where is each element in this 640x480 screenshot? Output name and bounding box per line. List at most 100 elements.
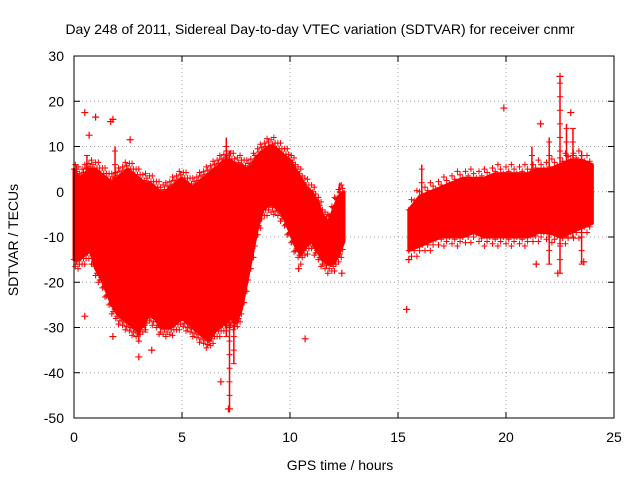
data-point [500,104,508,112]
data-point [81,312,89,320]
data-point [408,196,415,203]
data-point [189,333,196,340]
data-point [486,172,493,179]
data-point [216,333,223,340]
data-point [257,141,264,148]
data-point [187,329,194,336]
data-point [297,261,304,268]
data-point [195,331,202,338]
data-point [413,187,420,194]
data-point [473,230,480,237]
data-point [179,315,185,322]
data-point [288,239,295,246]
data-point [551,159,558,166]
data-point [312,191,319,198]
data-point [339,185,346,192]
data-point [430,241,437,248]
data-point [419,241,426,248]
data-point [281,222,288,229]
data-point [77,174,84,181]
data-point [85,255,92,262]
data-point [422,184,428,191]
data-point [208,166,215,173]
plot-frame [73,55,615,419]
data-point [258,215,265,222]
data-point [521,161,528,168]
data-point [254,231,261,238]
data-point [586,223,593,230]
x-tick-label: 20 [498,429,514,445]
data-point [185,321,192,328]
data-point [216,152,223,159]
data-point [109,115,117,123]
data-point [297,166,304,173]
data-point [95,159,102,166]
data-point [106,301,113,308]
data-point [451,176,458,183]
data-point [586,158,593,165]
data-point [149,322,156,329]
y-tick-label: -40 [44,365,64,381]
data-point [530,238,536,245]
data-point [314,247,320,254]
data-point [326,212,333,219]
data-point [556,72,564,80]
data-point [440,243,447,250]
data-point [116,168,123,175]
data-point [411,247,418,254]
x-axis-label: GPS time / hours [287,457,394,473]
data-point [193,334,200,341]
data-point [91,261,98,268]
data-point [195,177,202,184]
data-point [484,169,491,176]
data-point [243,157,250,164]
data-point [319,261,326,268]
data-point [180,323,187,330]
data-point [405,247,412,254]
data-point [457,238,464,245]
data-point [183,327,190,334]
data-point [291,154,298,161]
data-point [484,238,491,245]
data-point [126,327,133,334]
data-point [316,202,323,209]
data-point [580,258,588,266]
data-point [123,323,130,330]
data-point [109,333,117,341]
data-point [318,198,325,205]
data-point [413,253,420,260]
data-point [162,179,169,186]
data-point [486,234,493,240]
data-point [476,238,482,245]
data-point [181,319,188,326]
data-point [324,270,331,277]
data-point [210,340,217,347]
data-point [489,164,496,171]
data-point [203,344,210,351]
data-point [272,207,279,214]
data-point [135,353,143,361]
data-point [235,315,242,322]
data-point [111,306,118,313]
data-point [165,186,172,193]
data-point [416,247,423,254]
data-point [562,240,569,247]
data-point [81,261,88,268]
data-point [230,150,237,157]
y-tick-label: -20 [44,274,64,290]
data-point [119,322,126,329]
data-point [282,221,289,228]
data-point [513,170,520,177]
data-point [166,178,173,185]
data-point [201,171,208,178]
data-point [245,276,252,283]
data-point [454,243,461,250]
data-point [277,140,284,147]
y-tick-label: 10 [48,139,64,155]
data-point [192,181,199,188]
data-point [172,180,179,187]
data-point [467,239,474,246]
data-point [127,324,134,331]
data-point [83,164,90,171]
